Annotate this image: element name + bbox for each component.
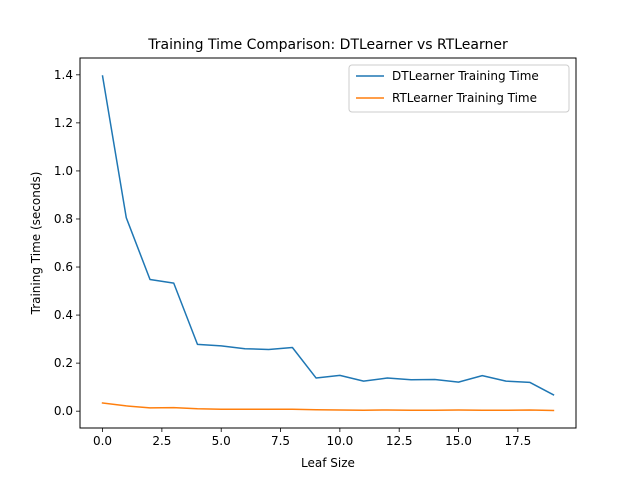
chart-title: Training Time Comparison: DTLearner vs R… [147,37,508,53]
y-axis: 0.0 0.2 0.4 0.6 0.8 1.0 1.2 1.4 [54,68,80,418]
x-tick-label: 0.0 [93,434,112,448]
y-tick-label: 0.2 [54,356,73,370]
x-axis-label: Leaf Size [301,456,355,470]
x-tick-label: 15.0 [445,434,472,448]
series-line-0 [101,75,555,396]
legend-box [348,64,570,113]
x-axis: 0.0 2.5 5.0 7.5 10.0 12.5 15.0 17.5 [93,428,531,448]
series-line-1 [101,402,555,412]
axes-frame [79,57,577,429]
legend-label-0: DTLearner Training Time [392,69,539,83]
y-tick-label: 1.0 [54,164,73,178]
legend-label-1: RTLearner Training Time [392,91,537,105]
legend: DTLearner Training Time RTLearner Trainin… [348,64,570,113]
y-tick-label: 1.4 [54,68,73,82]
x-tick-label: 2.5 [152,434,171,448]
y-tick-label: 1.2 [54,116,73,130]
y-tick-label: 0.6 [54,260,73,274]
y-tick-label: 0.8 [54,212,73,226]
x-tick-label: 7.5 [271,434,290,448]
y-axis-label: Training Time (seconds) [29,172,43,316]
x-tick-label: 5.0 [212,434,231,448]
y-tick-label: 0.0 [54,404,73,418]
x-tick-label: 10.0 [327,434,354,448]
x-tick-label: 12.5 [386,434,413,448]
y-tick-label: 0.4 [54,308,73,322]
plot-area [101,75,555,412]
x-tick-label: 17.5 [504,434,531,448]
